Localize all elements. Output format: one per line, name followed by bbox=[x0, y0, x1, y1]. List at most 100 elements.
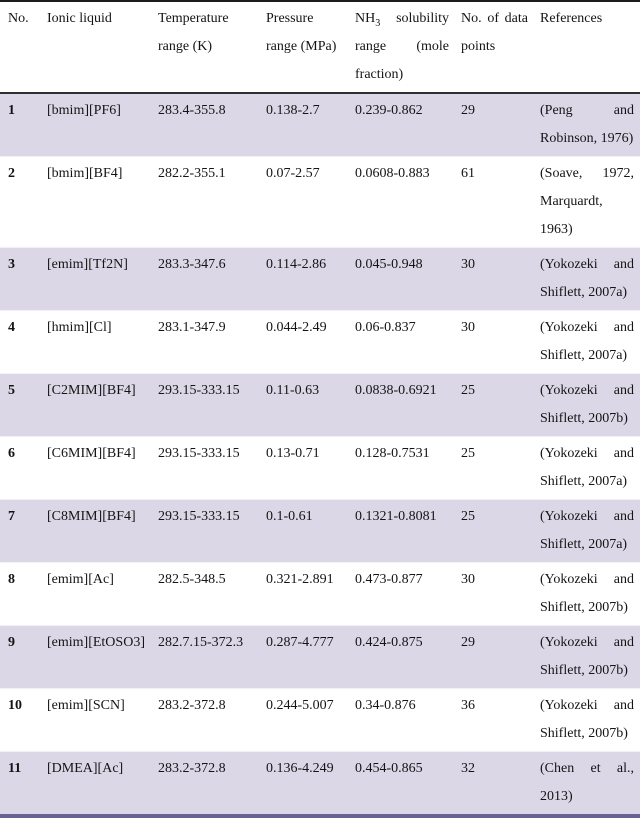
col-header-pressure-range: Pressure range (MPa) bbox=[260, 1, 349, 94]
cell-pressure-range: 0.321-2.891 bbox=[266, 572, 334, 587]
cell-temperature-range: 283.4-355.8 bbox=[158, 103, 226, 118]
cell-temperature-range: 282.7.15-372.3 bbox=[158, 635, 244, 650]
cell-temperature-range: 282.2-355.1 bbox=[158, 166, 226, 181]
cell-references: (Yokozeki and Shiflett, 2007a) bbox=[534, 248, 640, 311]
nh3-formula-subscript: 3 bbox=[375, 17, 381, 29]
cell-pressure-range: 0.114-2.86 bbox=[266, 257, 327, 272]
cell-solubility-range: 0.454-0.865 bbox=[355, 761, 423, 776]
cell-ionic-liquid: [C2MIM][BF4] bbox=[47, 383, 136, 398]
reference-line: 1963) bbox=[540, 222, 573, 237]
table-row: 2 [bmim][BF4] 282.2-355.1 0.07-2.57 0.06… bbox=[0, 156, 640, 248]
cell-row-number: 9 bbox=[8, 635, 15, 650]
cell-solubility-range: 0.424-0.875 bbox=[355, 635, 423, 650]
cell-row-number: 2 bbox=[8, 166, 15, 181]
cell-pressure-range: 0.11-0.63 bbox=[266, 383, 320, 398]
col-header-references: References bbox=[534, 1, 640, 94]
cell-row-number: 11 bbox=[8, 761, 22, 776]
cell-references: (Yokozeki and Shiflett, 2007a) bbox=[534, 311, 640, 374]
cell-data-points: 25 bbox=[461, 509, 475, 524]
reference-line: (Yokozeki and bbox=[540, 698, 634, 713]
reference-line: Shiflett, 2007b) bbox=[540, 663, 628, 678]
cell-ionic-liquid: [hmim][Cl] bbox=[47, 320, 112, 335]
table-body: 1 [bmim][PF6] 283.4-355.8 0.138-2.7 0.23… bbox=[0, 93, 640, 816]
cell-data-points: 25 bbox=[461, 446, 475, 461]
table-row: 9 [emim][EtOSO3] 282.7.15-372.3 0.287-4.… bbox=[0, 625, 640, 689]
cell-solubility-range: 0.473-0.877 bbox=[355, 572, 423, 587]
cell-data-points: 30 bbox=[461, 257, 475, 272]
reference-line: (Yokozeki and bbox=[540, 509, 634, 524]
table-row: 3 [emim][Tf2N] 283.3-347.6 0.114-2.86 0.… bbox=[0, 247, 640, 311]
cell-ionic-liquid: [emim][EtOSO3] bbox=[47, 635, 145, 650]
cell-row-number: 4 bbox=[8, 320, 15, 335]
col-header-ionic-liquid: Ionic liquid bbox=[41, 1, 152, 94]
cell-references: (Yokozeki and Shiflett, 2007b) bbox=[534, 689, 640, 752]
cell-row-number: 1 bbox=[8, 103, 15, 118]
reference-line: (Yokozeki and bbox=[540, 635, 634, 650]
cell-references: (Yokozeki and Shiflett, 2007b) bbox=[534, 374, 640, 437]
cell-row-number: 10 bbox=[8, 698, 22, 713]
table-row: 6 [C6MIM][BF4] 293.15-333.15 0.13-0.71 0… bbox=[0, 436, 640, 500]
cell-data-points: 29 bbox=[461, 635, 475, 650]
cell-ionic-liquid: [emim][Ac] bbox=[47, 572, 114, 587]
reference-line: (Soave, 1972, bbox=[540, 166, 634, 181]
col-header-temperature-range: Temperature range (K) bbox=[152, 1, 260, 94]
table-row: 5 [C2MIM][BF4] 293.15-333.15 0.11-0.63 0… bbox=[0, 373, 640, 437]
cell-solubility-range: 0.34-0.876 bbox=[355, 698, 416, 713]
reference-line: (Yokozeki and bbox=[540, 572, 634, 587]
cell-pressure-range: 0.1-0.61 bbox=[266, 509, 313, 524]
cell-data-points: 61 bbox=[461, 166, 475, 181]
reference-line: Shiflett, 2007b) bbox=[540, 726, 628, 741]
cell-ionic-liquid: [emim][Tf2N] bbox=[47, 257, 128, 272]
cell-ionic-liquid: [C8MIM][BF4] bbox=[47, 509, 136, 524]
cell-temperature-range: 283.3-347.6 bbox=[158, 257, 226, 272]
cell-data-points: 30 bbox=[461, 572, 475, 587]
cell-ionic-liquid: [bmim][BF4] bbox=[47, 166, 123, 181]
cell-data-points: 32 bbox=[461, 761, 475, 776]
cell-references: (Yokozeki and Shiflett, 2007b) bbox=[534, 563, 640, 626]
cell-temperature-range: 283.1-347.9 bbox=[158, 320, 226, 335]
cell-references: (Peng and Robinson, 1976) bbox=[534, 93, 640, 157]
col-header-data-points: No. of data points bbox=[455, 1, 534, 94]
table-row: 1 [bmim][PF6] 283.4-355.8 0.138-2.7 0.23… bbox=[0, 93, 640, 157]
reference-line: Shiflett, 2007a) bbox=[540, 474, 628, 489]
cell-pressure-range: 0.13-0.71 bbox=[266, 446, 320, 461]
cell-temperature-range: 293.15-333.15 bbox=[158, 383, 240, 398]
table-row: 4 [hmim][Cl] 283.1-347.9 0.044-2.49 0.06… bbox=[0, 310, 640, 374]
cell-solubility-range: 0.239-0.862 bbox=[355, 103, 423, 118]
cell-row-number: 3 bbox=[8, 257, 15, 272]
cell-data-points: 36 bbox=[461, 698, 475, 713]
reference-line: Robinson, 1976) bbox=[540, 131, 634, 146]
cell-references: (Soave, 1972, Marquardt, 1963) bbox=[534, 157, 640, 248]
cell-solubility-range: 0.128-0.7531 bbox=[355, 446, 430, 461]
nh3-formula-prefix: NH bbox=[355, 11, 376, 26]
reference-line: Marquardt, bbox=[540, 194, 603, 209]
reference-line: (Yokozeki and bbox=[540, 320, 634, 335]
table-row: 10 [emim][SCN] 283.2-372.8 0.244-5.007 0… bbox=[0, 688, 640, 752]
cell-temperature-range: 282.5-348.5 bbox=[158, 572, 226, 587]
cell-ionic-liquid: [DMEA][Ac] bbox=[47, 761, 124, 776]
cell-pressure-range: 0.044-2.49 bbox=[266, 320, 327, 335]
cell-row-number: 7 bbox=[8, 509, 15, 524]
reference-line: (Chen et al., bbox=[540, 761, 634, 776]
reference-line: 2013) bbox=[540, 789, 573, 804]
cell-row-number: 8 bbox=[8, 572, 15, 587]
table-row: 8 [emim][Ac] 282.5-348.5 0.321-2.891 0.4… bbox=[0, 562, 640, 626]
table-row: 11 [DMEA][Ac] 283.2-372.8 0.136-4.249 0.… bbox=[0, 751, 640, 816]
reference-line: (Yokozeki and bbox=[540, 383, 634, 398]
cell-row-number: 6 bbox=[8, 446, 15, 461]
cell-references: (Yokozeki and Shiflett, 2007a) bbox=[534, 437, 640, 500]
reference-line: Shiflett, 2007b) bbox=[540, 600, 628, 615]
cell-temperature-range: 293.15-333.15 bbox=[158, 446, 240, 461]
table-row: 7 [C8MIM][BF4] 293.15-333.15 0.1-0.61 0.… bbox=[0, 499, 640, 563]
cell-solubility-range: 0.0838-0.6921 bbox=[355, 383, 437, 398]
reference-line: (Peng and bbox=[540, 103, 634, 118]
cell-data-points: 30 bbox=[461, 320, 475, 335]
reference-line: Shiflett, 2007a) bbox=[540, 285, 628, 300]
cell-data-points: 29 bbox=[461, 103, 475, 118]
cell-pressure-range: 0.287-4.777 bbox=[266, 635, 334, 650]
cell-row-number: 5 bbox=[8, 383, 15, 398]
cell-ionic-liquid: [emim][SCN] bbox=[47, 698, 125, 713]
cell-temperature-range: 283.2-372.8 bbox=[158, 761, 226, 776]
cell-pressure-range: 0.244-5.007 bbox=[266, 698, 334, 713]
